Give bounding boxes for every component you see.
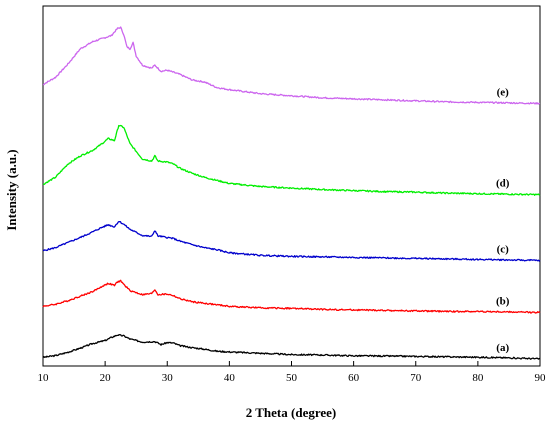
series-label-a: (a) [496, 342, 509, 354]
series-label-b: (b) [496, 295, 510, 307]
series-label-c: (c) [497, 243, 510, 255]
series-label-e: (e) [497, 86, 510, 98]
series-line-e [42, 26, 541, 105]
series-line-c [42, 221, 541, 262]
series-line-d [42, 124, 541, 196]
x-tick-label: 50 [286, 372, 298, 384]
plot-frame [42, 5, 541, 367]
x-tick-label: 70 [410, 372, 422, 384]
x-tick-label: 60 [348, 372, 360, 384]
x-tick-label: 20 [100, 372, 112, 384]
series-layer [42, 26, 541, 360]
x-tick-label: 40 [224, 372, 236, 384]
x-axis-ticks: 10 20 30 40 50 60 70 80 90 [38, 361, 547, 384]
x-axis-title: 2 Theta (degree) [246, 405, 337, 420]
series-label-d: (d) [496, 178, 510, 190]
x-tick-label: 30 [162, 372, 174, 384]
x-tick-label: 80 [472, 372, 484, 384]
x-tick-label: 90 [535, 372, 547, 384]
x-tick-label: 10 [38, 372, 50, 384]
plot-border [42, 5, 541, 367]
series-line-a [42, 333, 541, 360]
series-line-b [42, 279, 541, 314]
y-axis-title: Intensity (a.u.) [4, 149, 19, 230]
series-labels: (a) (b) (c) (d) (e) [496, 86, 510, 353]
